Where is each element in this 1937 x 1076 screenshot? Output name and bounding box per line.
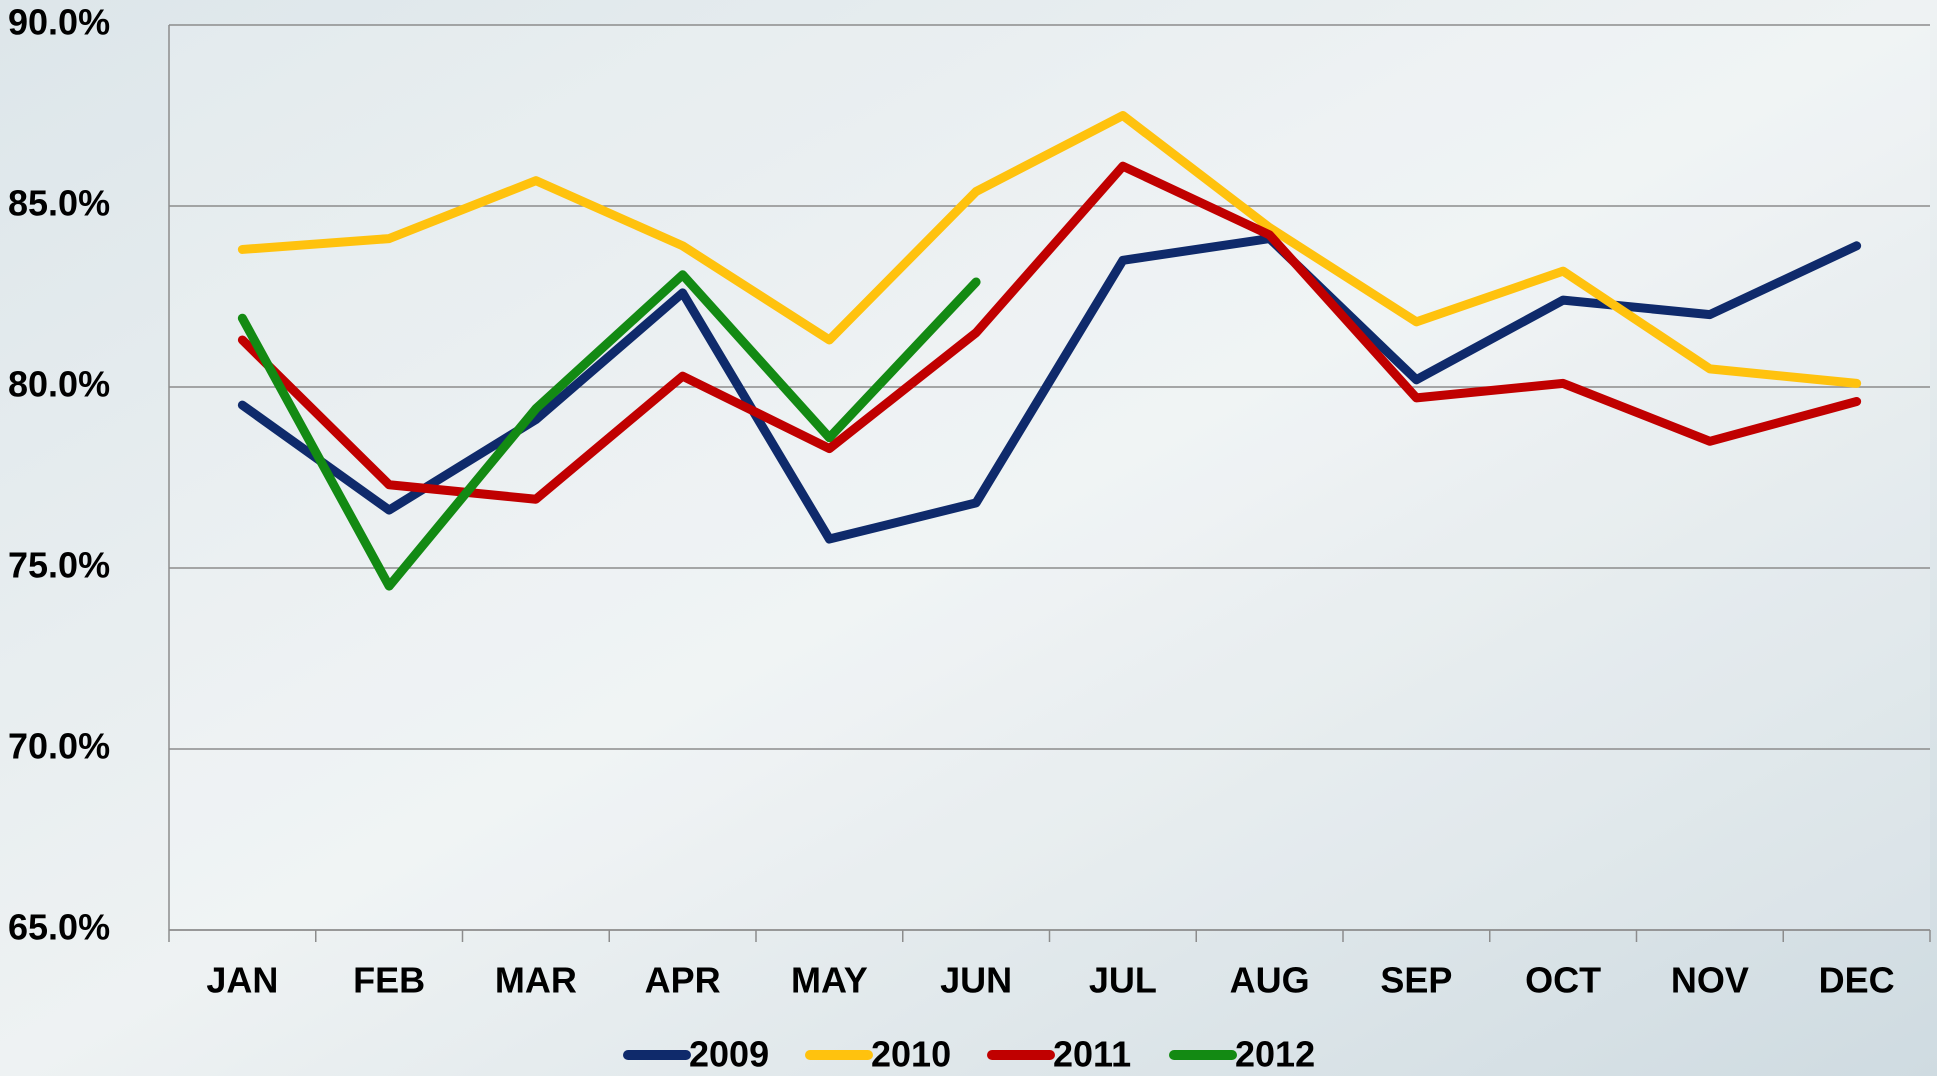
- legend-label: 2010: [871, 1034, 951, 1075]
- x-tick-label: JUN: [940, 960, 1012, 1001]
- plot-area: [169, 25, 1930, 930]
- y-tick-label: 80.0%: [8, 364, 110, 405]
- x-tick-label: APR: [645, 960, 721, 1001]
- legend-label: 2012: [1235, 1034, 1315, 1075]
- y-tick-label: 75.0%: [8, 545, 110, 586]
- x-tick-label: FEB: [353, 960, 425, 1001]
- x-tick-label: MAR: [495, 960, 577, 1001]
- legend-label: 2011: [1053, 1034, 1131, 1075]
- x-tick-label: NOV: [1671, 960, 1749, 1001]
- x-tick-label: OCT: [1525, 960, 1601, 1001]
- x-tick-label: MAY: [791, 960, 868, 1001]
- series-line: [237, 161, 1862, 504]
- x-tick-label: JUL: [1089, 960, 1157, 1001]
- y-tick-label: 85.0%: [8, 183, 110, 224]
- y-tick-label: 90.0%: [8, 2, 110, 43]
- y-tick-label: 65.0%: [8, 907, 110, 948]
- x-tick-label: AUG: [1230, 960, 1310, 1001]
- x-tick-label: DEC: [1819, 960, 1895, 1001]
- x-tick-label: SEP: [1380, 960, 1452, 1001]
- series-line: [237, 270, 981, 591]
- series-line: [237, 111, 1862, 388]
- legend-label: 2009: [689, 1034, 769, 1075]
- y-tick-label: 70.0%: [8, 726, 110, 767]
- x-tick-label: JAN: [206, 960, 278, 1001]
